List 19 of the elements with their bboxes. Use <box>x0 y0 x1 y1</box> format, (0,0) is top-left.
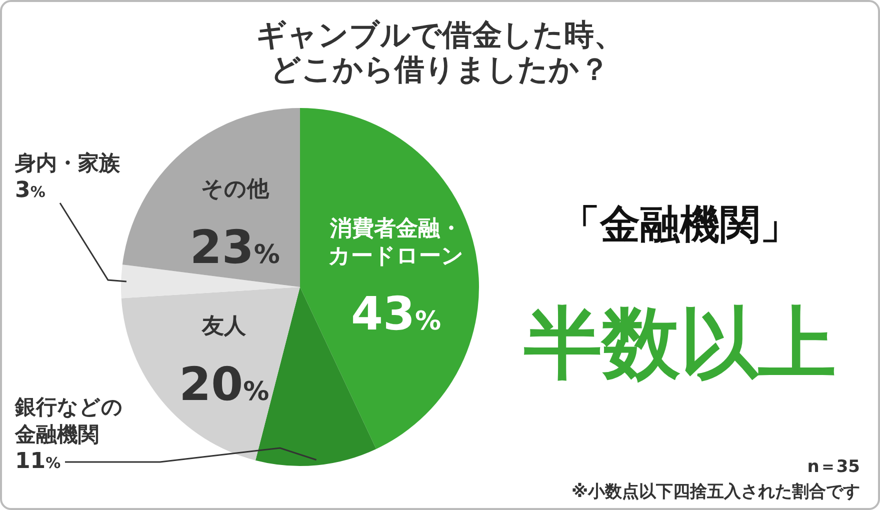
slice-label: 身内・家族 <box>14 151 121 175</box>
text: 「金融機関」 <box>560 202 800 248</box>
text: n＝35 <box>807 457 860 477</box>
chart-title: ギャンブルで借金した時、どこから借りましたか？ <box>256 18 624 88</box>
data-label: 11% <box>15 449 61 474</box>
slice-label: その他 <box>200 177 270 202</box>
text: ※小数点以下四捨五入された割合です <box>571 482 860 502</box>
text: 半数以上 <box>523 299 836 389</box>
pie-slice <box>121 264 300 298</box>
pie-slice <box>122 108 300 287</box>
slice-label: 消費者金融・カードローン <box>328 216 464 270</box>
data-label: 20% <box>179 356 270 411</box>
data-label: 23% <box>190 220 280 274</box>
pie-slice <box>300 108 479 449</box>
slice-label: 銀行などの金融機関 <box>14 395 123 446</box>
data-label: 3% <box>15 178 46 203</box>
pie-slice <box>121 287 300 460</box>
data-label: 43% <box>351 286 442 341</box>
slice-label: 友人 <box>201 314 248 339</box>
